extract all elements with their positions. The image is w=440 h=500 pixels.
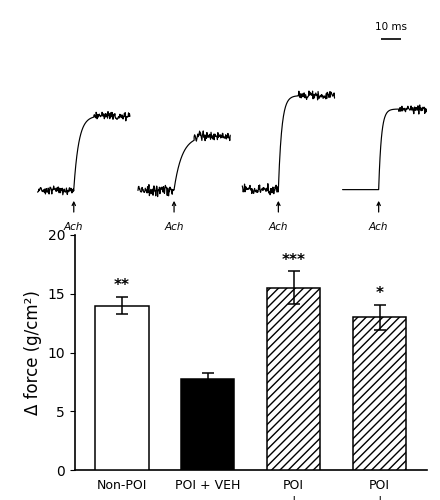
Y-axis label: Δ force (g/cm²): Δ force (g/cm²) bbox=[24, 290, 42, 415]
Text: ***: *** bbox=[282, 253, 306, 268]
Text: **: ** bbox=[114, 278, 130, 293]
Text: Ach: Ach bbox=[369, 222, 389, 232]
Text: *: * bbox=[376, 286, 384, 302]
Text: Ach: Ach bbox=[164, 222, 184, 232]
Text: Ach: Ach bbox=[268, 222, 288, 232]
Text: Ach: Ach bbox=[64, 222, 84, 232]
Bar bbox=[181, 379, 235, 470]
Text: 10 ms: 10 ms bbox=[375, 22, 407, 32]
Bar bbox=[267, 288, 320, 470]
Bar bbox=[353, 318, 406, 470]
Bar bbox=[95, 306, 149, 470]
